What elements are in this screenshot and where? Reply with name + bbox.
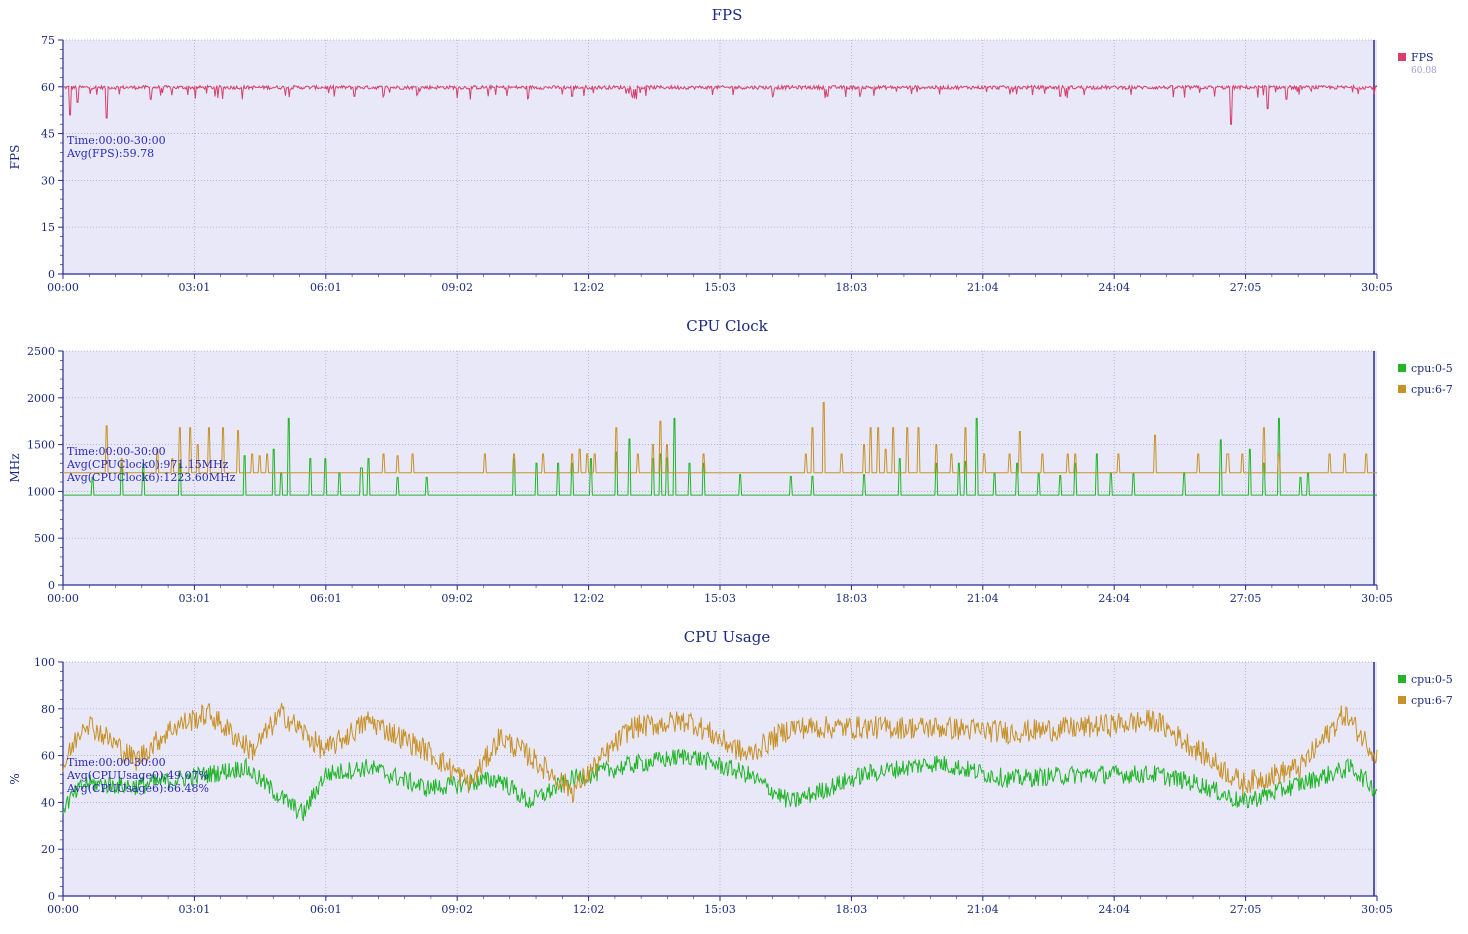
legend-label: cpu:6-7	[1411, 694, 1453, 707]
x-tick-label: 21:04	[967, 281, 999, 294]
x-tick-label: 15:03	[704, 903, 736, 916]
y-tick-label: 2500	[27, 345, 55, 358]
y-tick-label: 0	[48, 579, 55, 592]
annotation-text: Time:00:00-30:00	[67, 445, 166, 458]
annotation-text: Time:00:00-30:00	[67, 134, 166, 147]
x-tick-label: 09:02	[441, 903, 473, 916]
x-tick-label: 12:02	[573, 903, 605, 916]
x-tick-label: 03:01	[179, 592, 211, 605]
x-tick-label: 00:00	[47, 903, 79, 916]
y-axis-label: %	[8, 773, 22, 784]
annotation-text: Avg(CPUUsage6):66.48%	[66, 782, 209, 795]
y-tick-label: 100	[34, 656, 55, 669]
legend-swatch	[1398, 675, 1406, 683]
x-tick-label: 30:05	[1361, 281, 1393, 294]
y-axis-label: FPS	[8, 145, 22, 170]
x-tick-label: 30:05	[1361, 592, 1393, 605]
legend-label: cpu:0-5	[1411, 673, 1453, 686]
y-tick-label: 15	[41, 221, 55, 234]
x-tick-label: 06:01	[310, 903, 342, 916]
x-tick-label: 12:02	[573, 281, 605, 294]
x-tick-label: 18:03	[836, 903, 868, 916]
x-tick-label: 18:03	[836, 592, 868, 605]
x-tick-label: 27:05	[1230, 281, 1262, 294]
legend-swatch	[1398, 53, 1406, 61]
series-line-FPS	[62, 83, 1378, 125]
y-axis-label: MHz	[8, 453, 22, 482]
y-tick-label: 80	[41, 703, 55, 716]
x-tick-label: 21:04	[967, 903, 999, 916]
y-tick-label: 30	[41, 174, 55, 187]
y-tick-label: 60	[41, 750, 55, 763]
x-tick-label: 27:05	[1230, 903, 1262, 916]
y-tick-label: 60	[41, 81, 55, 94]
annotation-text: Avg(CPUClock0):971.15MHz	[66, 458, 229, 471]
x-tick-label: 24:04	[1098, 281, 1130, 294]
legend-label: FPS	[1411, 51, 1434, 64]
y-tick-label: 1500	[27, 439, 55, 452]
y-tick-label: 500	[34, 532, 55, 545]
x-tick-label: 06:01	[310, 281, 342, 294]
x-tick-label: 18:03	[836, 281, 868, 294]
series-line-cpu-0-5	[63, 417, 1377, 496]
y-tick-label: 75	[41, 34, 55, 47]
series-line-cpu-0-5	[62, 748, 1378, 822]
chart-panel-2: 0 20 40 60 80 100 00:00 03:01 06:01 09:02 12:02 15:…	[8, 628, 1453, 916]
chart-title: CPU Clock	[686, 317, 768, 335]
series-line-cpu-6-7	[63, 402, 1377, 474]
y-tick-label: 0	[48, 268, 55, 281]
y-tick-label: 20	[41, 843, 55, 856]
x-tick-label: 03:01	[179, 281, 211, 294]
annotation-text: Avg(FPS):59.78	[66, 147, 154, 160]
legend-swatch	[1398, 385, 1406, 393]
annotation-text: Avg(CPUUsage0):49.07%	[66, 769, 209, 782]
legend-label: cpu:0-5	[1411, 362, 1453, 375]
chart-panel-0: 0 15 30 45 60 75 00:00 03:01 06:01 09:02 12:02 15:0…	[8, 6, 1437, 294]
y-tick-label: 45	[41, 128, 55, 141]
legend-label: cpu:6-7	[1411, 383, 1453, 396]
x-tick-label: 24:04	[1098, 592, 1130, 605]
annotation-text: Avg(CPUClock6):1223.60MHz	[66, 471, 236, 484]
x-tick-label: 21:04	[967, 592, 999, 605]
x-tick-label: 00:00	[47, 281, 79, 294]
y-tick-label: 0	[48, 890, 55, 903]
x-tick-label: 00:00	[47, 592, 79, 605]
x-tick-label: 15:03	[704, 281, 736, 294]
y-tick-label: 2000	[27, 392, 55, 405]
x-tick-label: 30:05	[1361, 903, 1393, 916]
x-tick-label: 06:01	[310, 592, 342, 605]
annotation-text: Time:00:00-30:00	[67, 756, 166, 769]
chart-title: CPU Usage	[684, 628, 771, 646]
y-tick-label: 1000	[27, 485, 55, 498]
legend-swatch	[1398, 696, 1406, 704]
x-tick-label: 12:02	[573, 592, 605, 605]
x-tick-label: 15:03	[704, 592, 736, 605]
x-tick-label: 03:01	[179, 903, 211, 916]
legend-swatch	[1398, 364, 1406, 372]
chart-title: FPS	[712, 6, 743, 24]
series-line-cpu-6-7	[62, 702, 1378, 804]
chart-panel-1: 0 500 1000 1500 2000 2500 00:00 03:01 06:01 09:02…	[8, 317, 1453, 605]
x-tick-label: 27:05	[1230, 592, 1262, 605]
legend-value: 60.08	[1411, 66, 1437, 76]
x-tick-label: 24:04	[1098, 903, 1130, 916]
x-tick-label: 09:02	[441, 592, 473, 605]
x-tick-label: 09:02	[441, 281, 473, 294]
y-tick-label: 40	[41, 796, 55, 809]
